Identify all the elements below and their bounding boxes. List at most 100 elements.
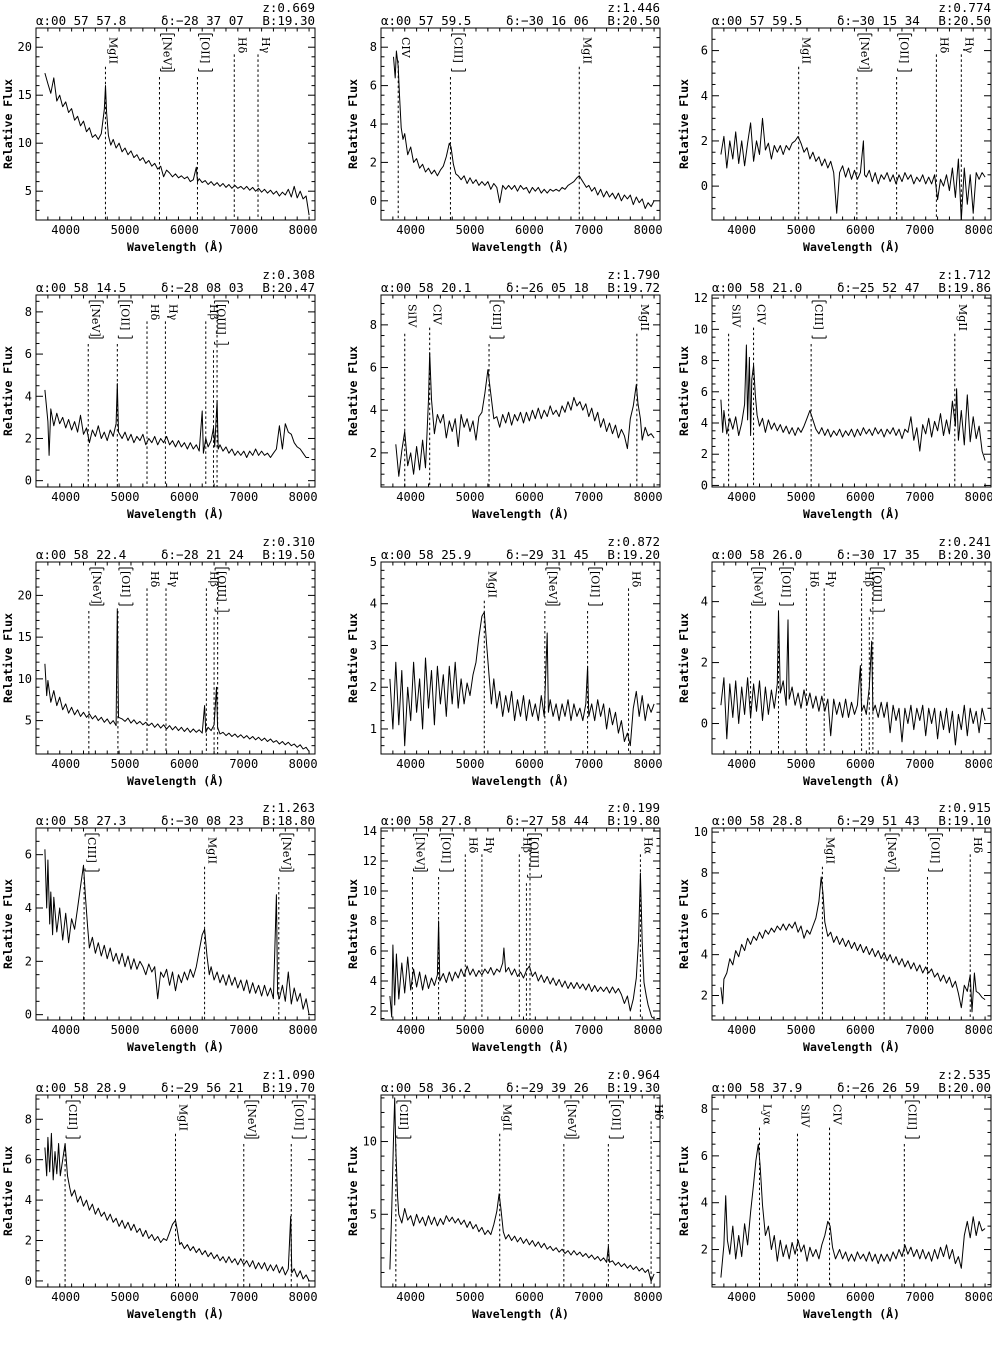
emission-line-name: Hδ — [937, 37, 950, 54]
emission-line-name: Hδ — [148, 571, 161, 588]
emission-line-label: [OII] — [779, 567, 794, 606]
x-tick-label: 7000 — [905, 490, 934, 504]
x-tick-label: 4000 — [51, 1290, 80, 1304]
emission-line-label: Hγ — [167, 571, 180, 588]
spectrum-panel: z:0.199 α:00 58 27.8 δ:−27 58 44 B:19.80 400… — [345, 800, 676, 1069]
emission-line-name: Hγ — [962, 37, 975, 54]
emission-line-name: [OIII] — [870, 571, 883, 602]
y-tick-label: 2 — [25, 954, 32, 968]
emission-line-label: Hγ — [825, 571, 838, 588]
emission-line-label: MgII — [638, 304, 651, 331]
y-tick-label: 5 — [370, 1207, 377, 1221]
magnitude-label: B:19.50 — [262, 547, 315, 562]
x-tick-label: 4000 — [727, 223, 756, 237]
emission-line-name: [OII] — [440, 837, 453, 863]
x-tick-label: 6000 — [846, 490, 875, 504]
emission-line-label: MgII — [501, 1104, 514, 1131]
spectrum-panel: z:0.964 α:00 58 36.2 δ:−29 39 26 B:19.30 400… — [345, 1067, 676, 1336]
x-tick-label: 6000 — [846, 1290, 875, 1304]
y-tick-label: 4 — [25, 901, 32, 915]
x-tick-label: 4000 — [51, 1023, 80, 1037]
y-tick-label: 8 — [701, 1102, 708, 1116]
spectrum-chart: z:0.241 α:00 58 26.0 δ:−30 17 35 B:20.30 400… — [677, 534, 992, 788]
x-tick-label: 4000 — [51, 490, 80, 504]
redshift-label: z:0.964 — [607, 1067, 660, 1082]
emission-line-label: Hδ — [937, 37, 950, 54]
x-tick-label: 5000 — [111, 757, 140, 771]
emission-line-bracket — [564, 1100, 580, 1139]
y-tick-label: 0 — [25, 1274, 32, 1288]
emission-line-name: [OII] — [119, 571, 132, 597]
plot-frame — [35, 827, 316, 1021]
emission-line-name: Hδ — [652, 1104, 665, 1121]
emission-line-name: [NeV] — [858, 37, 871, 70]
emission-line-bracket — [526, 833, 542, 878]
x-tick-label: 8000 — [634, 223, 663, 237]
emission-line-label: CIV — [831, 1104, 844, 1126]
x-tick-label: 7000 — [905, 757, 934, 771]
plot-frame — [711, 27, 992, 221]
y-tick-label: 6 — [25, 848, 32, 862]
spectrum-chart: z:0.310 α:00 58 22.4 δ:−28 21 24 B:19.50 400… — [1, 534, 318, 788]
y-tick-label: 10 — [694, 322, 708, 336]
redshift-label: z:0.241 — [938, 534, 991, 549]
spectrum-chart: z:0.669 α:00 57 57.8 δ:−28 37 07 B:19.30 400… — [1, 0, 318, 254]
emission-line-name: CIII] — [66, 1104, 79, 1130]
x-axis-label: Wavelength (Å) — [127, 239, 224, 254]
dec-label: δ:−29 31 45 — [506, 547, 589, 562]
x-tick-label: 4000 — [727, 490, 756, 504]
redshift-label: z:0.669 — [262, 0, 315, 15]
x-tick-label: 8000 — [965, 1290, 992, 1304]
x-tick-label: 5000 — [787, 1290, 816, 1304]
emission-line-name: [OIII] — [527, 837, 540, 868]
redshift-label: z:2.535 — [938, 1067, 991, 1082]
x-tick-label: 4000 — [51, 223, 80, 237]
y-tick-label: 4 — [701, 595, 708, 609]
emission-line-name: [NeV] — [565, 1104, 578, 1137]
emission-line-name: Hγ — [166, 304, 179, 321]
ra-label: α:00 58 26.0 — [712, 547, 802, 562]
y-tick-label: 0 — [701, 478, 708, 492]
x-tick-label: 4000 — [396, 490, 425, 504]
y-tick-label: 20 — [18, 588, 32, 602]
x-tick-label: 5000 — [456, 1023, 485, 1037]
dec-label: δ:−28 21 24 — [161, 547, 244, 562]
emission-line-label: MgII — [800, 37, 813, 64]
x-tick-label: 8000 — [965, 757, 992, 771]
y-axis-label: Relative Flux — [1, 613, 15, 703]
emission-line-name: Hδ — [148, 304, 161, 321]
x-tick-label: 7000 — [229, 223, 258, 237]
emission-line-name: MgII — [823, 837, 836, 864]
emission-line-name: Hβ — [207, 304, 220, 320]
plot-frame — [35, 294, 316, 488]
y-tick-label: 2 — [701, 134, 708, 148]
ra-label: α:00 58 25.9 — [381, 547, 471, 562]
magnitude-label: B:18.80 — [262, 813, 315, 828]
y-tick-label: 6 — [370, 944, 377, 958]
spectrum-chart: z:1.263 α:00 58 27.3 δ:−30 08 23 B:18.80 400… — [1, 800, 318, 1054]
emission-line-label: Hβ — [207, 571, 220, 587]
ra-label: α:00 58 27.8 — [381, 813, 471, 828]
emission-line-name: [OII] — [198, 37, 211, 63]
y-tick-label: 2 — [701, 988, 708, 1002]
emission-line-label: MgII — [823, 837, 836, 864]
y-tick-label: 4 — [701, 89, 708, 103]
emission-line-label: Hδ — [148, 571, 161, 588]
emission-line-label: CIII] — [451, 33, 466, 72]
x-tick-label: 7000 — [574, 223, 603, 237]
spectrum-panel: z:0.669 α:00 57 57.8 δ:−28 37 07 B:19.30 400… — [0, 0, 331, 269]
emission-line-bracket — [117, 300, 133, 339]
emission-line-label: Hβ — [207, 304, 220, 320]
emission-line-name: [OII] — [779, 571, 792, 597]
x-axis-label: Wavelength (Å) — [127, 1039, 224, 1054]
y-tick-label: 5 — [25, 184, 32, 198]
x-tick-label: 6000 — [170, 757, 199, 771]
y-tick-label: 12 — [694, 291, 708, 305]
emission-line-name: MgII — [956, 304, 969, 331]
x-tick-label: 8000 — [289, 757, 318, 771]
emission-line-name: CIV — [399, 37, 412, 59]
spectrum-chart: z:1.790 α:00 58 20.1 δ:−26 05 18 B:19.72 400… — [346, 267, 663, 521]
emission-line-label: CIII] — [489, 300, 505, 339]
emission-line-name: [OIII] — [215, 571, 228, 602]
x-tick-label: 8000 — [289, 1023, 318, 1037]
